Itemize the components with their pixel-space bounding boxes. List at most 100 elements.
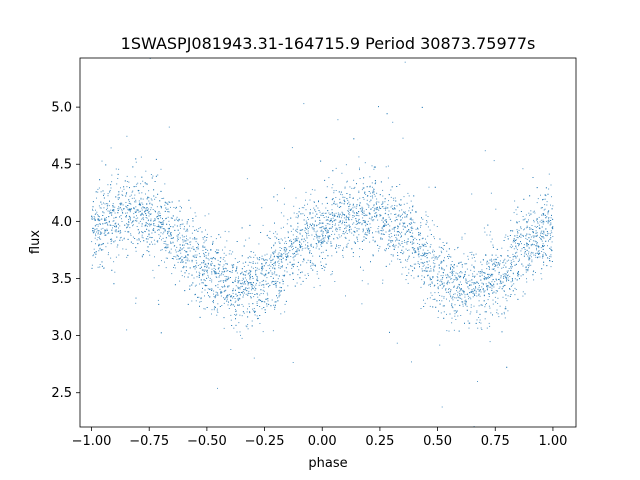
data-point <box>415 211 417 213</box>
data-point <box>536 247 537 249</box>
data-point <box>380 237 382 239</box>
data-point <box>349 186 351 188</box>
data-point <box>145 238 147 240</box>
data-point <box>407 192 409 194</box>
data-point <box>212 243 213 245</box>
data-point <box>201 269 203 271</box>
data-point <box>148 219 149 221</box>
data-point <box>114 225 115 227</box>
data-point <box>451 322 453 324</box>
data-point <box>188 260 190 262</box>
data-point <box>269 267 271 269</box>
data-point <box>477 381 478 382</box>
data-point <box>256 278 258 280</box>
data-point <box>434 186 436 188</box>
data-point <box>493 259 495 261</box>
data-point <box>550 237 552 239</box>
data-point <box>352 256 354 257</box>
data-point <box>176 235 178 237</box>
data-point <box>491 238 493 240</box>
data-point <box>299 245 301 247</box>
data-point <box>243 281 245 283</box>
data-point <box>530 264 532 266</box>
data-point <box>468 322 470 324</box>
data-point <box>263 265 265 267</box>
data-point <box>354 243 356 244</box>
data-point <box>218 281 220 283</box>
data-point <box>512 279 513 281</box>
data-point <box>473 270 475 272</box>
data-point <box>515 245 517 247</box>
data-point <box>235 324 237 326</box>
data-point <box>109 200 110 202</box>
data-point <box>524 253 526 255</box>
data-point <box>153 239 155 241</box>
data-point <box>415 228 417 230</box>
data-point <box>202 275 204 277</box>
data-point <box>454 249 456 251</box>
data-point <box>530 228 532 230</box>
data-point <box>108 210 110 212</box>
data-point <box>440 279 442 281</box>
data-point <box>307 226 308 228</box>
data-point <box>448 330 450 332</box>
data-point <box>547 233 549 235</box>
data-point <box>432 277 434 279</box>
data-point <box>208 276 209 278</box>
data-point <box>491 281 493 283</box>
data-point <box>195 266 197 268</box>
data-point <box>459 304 461 306</box>
data-point <box>325 263 327 265</box>
data-point <box>437 277 439 279</box>
data-point <box>247 257 249 259</box>
data-point <box>335 197 337 198</box>
data-point <box>453 286 455 288</box>
data-point <box>224 260 226 262</box>
data-point <box>209 288 211 290</box>
data-point <box>430 292 432 294</box>
data-point <box>179 247 181 249</box>
data-point <box>119 237 121 239</box>
data-point <box>230 314 232 316</box>
data-point <box>421 106 423 108</box>
data-point <box>219 288 221 290</box>
data-point <box>92 206 94 208</box>
data-point <box>296 282 298 284</box>
data-point <box>265 273 266 275</box>
data-point <box>499 260 501 262</box>
data-point <box>413 249 415 251</box>
data-point <box>429 297 431 299</box>
data-point <box>148 190 150 192</box>
data-point <box>237 304 239 306</box>
data-point <box>121 194 123 196</box>
data-point <box>359 248 361 250</box>
data-point <box>440 275 442 277</box>
data-point <box>284 187 285 189</box>
data-point <box>251 266 253 268</box>
data-point <box>461 284 462 285</box>
data-point <box>507 295 509 297</box>
data-point <box>272 330 274 332</box>
data-point <box>541 214 543 216</box>
data-point <box>399 244 401 246</box>
data-point <box>119 216 121 218</box>
data-point <box>413 221 414 223</box>
data-point <box>336 237 338 238</box>
data-point <box>284 274 286 276</box>
data-point <box>385 250 387 252</box>
data-point <box>257 262 259 264</box>
data-point <box>517 275 519 277</box>
data-point <box>483 278 485 280</box>
data-point <box>471 193 473 195</box>
data-point <box>153 223 155 225</box>
data-point <box>374 183 376 185</box>
data-point <box>256 302 258 304</box>
data-point <box>363 177 365 179</box>
data-point <box>151 177 153 179</box>
data-point <box>141 236 143 238</box>
data-point <box>431 294 433 296</box>
data-point <box>246 290 248 292</box>
data-point <box>518 244 520 246</box>
data-point <box>335 212 337 214</box>
data-point <box>493 160 495 162</box>
